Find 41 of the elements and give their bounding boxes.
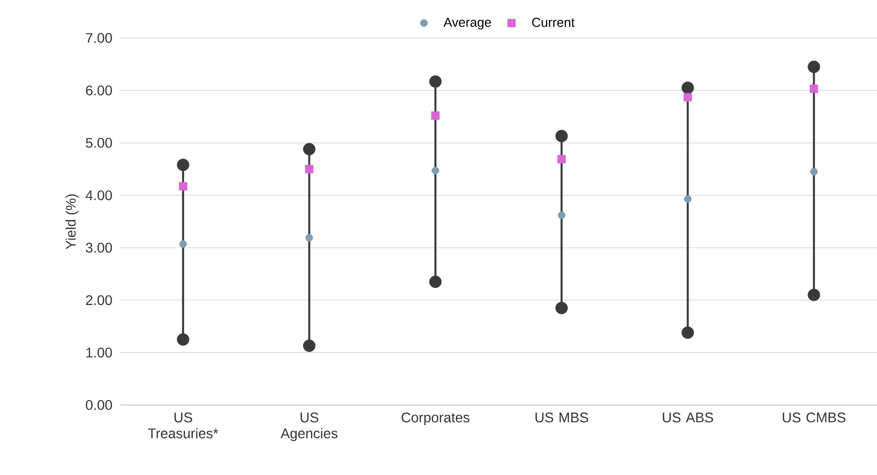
point xyxy=(808,60,820,74)
point xyxy=(810,84,818,94)
point xyxy=(558,211,566,220)
x-tick-label: US Treasuries* xyxy=(148,412,218,438)
legend-label: Current xyxy=(532,18,575,27)
point xyxy=(684,195,692,203)
point xyxy=(179,240,187,248)
y-axis-title: Yield (%) xyxy=(65,194,78,250)
point xyxy=(682,82,694,94)
x-tick-label: US ABS xyxy=(662,412,714,422)
point xyxy=(176,158,190,172)
x-tick-label: US Agencies xyxy=(280,412,338,442)
x-tick-label: US MBS xyxy=(536,412,588,422)
y-tick-label: 4.00 xyxy=(86,190,112,200)
y-tick-label: 3.00 xyxy=(86,242,112,253)
y-tick-label: 1.00 xyxy=(86,348,112,358)
point xyxy=(557,154,566,164)
point xyxy=(178,182,188,191)
point xyxy=(305,234,314,242)
point xyxy=(429,276,442,288)
point xyxy=(555,130,568,142)
point xyxy=(303,142,316,156)
point xyxy=(684,93,692,102)
y-tick-label: 0.00 xyxy=(86,400,112,410)
point xyxy=(555,302,568,314)
y-tick-label: 6.00 xyxy=(86,85,112,96)
legend-label: Average xyxy=(444,18,491,30)
point xyxy=(432,166,440,174)
point xyxy=(176,333,190,346)
point xyxy=(429,75,442,88)
y-tick-label: 2.00 xyxy=(86,295,112,306)
point xyxy=(431,111,440,120)
y-tick-label: 5.00 xyxy=(86,138,112,148)
point xyxy=(808,288,820,302)
point xyxy=(682,326,694,339)
point xyxy=(305,164,314,174)
x-tick-label: Corporates xyxy=(402,412,470,426)
point xyxy=(810,168,818,176)
x-tick-label: US CMBS xyxy=(782,412,846,422)
point xyxy=(303,340,316,352)
y-tick-label: 7.00 xyxy=(86,33,112,43)
